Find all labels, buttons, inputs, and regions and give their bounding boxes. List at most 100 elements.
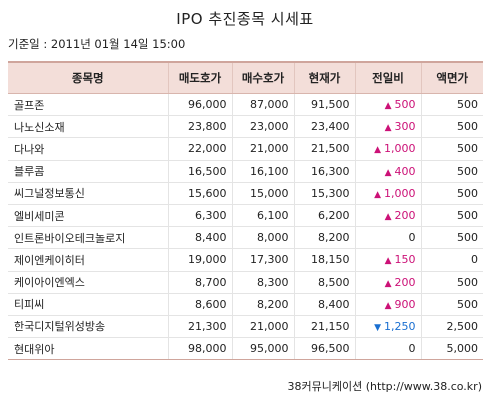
change-cell: ▼ 1,250 <box>354 315 421 339</box>
up-arrow-icon: ▲ <box>384 300 392 311</box>
ask-price-cell-text: 21,300 <box>188 319 227 333</box>
bid-price-cell: 21,000 <box>231 315 294 339</box>
up-arrow-icon: ▲ <box>374 145 381 156</box>
stock-name-cell: 제이엔케이히터 <box>8 248 168 272</box>
par-value-cell: 0 <box>420 248 483 272</box>
ask-price-cell-text: 16,500 <box>188 164 227 178</box>
par-value-cell: 500 <box>420 293 483 316</box>
current-price-cell-text: 91,500 <box>311 98 350 112</box>
ask-price-cell: 96,000 <box>167 93 232 117</box>
ask-price-cell: 6,300 <box>167 204 232 228</box>
table-row: 엘비세미콘 6,300 6,100 6,200 ▲ 200 500 <box>8 204 483 228</box>
par-value-cell: 500 <box>420 137 483 161</box>
stock-name-cell: 블루콤 <box>8 160 168 183</box>
ask-price-cell-text: 19,000 <box>188 253 227 267</box>
stock-name-cell: 씨그널정보통신 <box>8 182 168 205</box>
column-header-change: 전일비 <box>354 61 421 94</box>
reference-date: 기준일 : 2011년 01월 14일 15:00 <box>8 37 186 51</box>
stock-name-cell: 한국디지털위성방송 <box>8 315 168 339</box>
current-price-cell: 96,500 <box>293 337 355 361</box>
ask-price-cell-text: 8,700 <box>195 275 227 289</box>
par-value-cell: 500 <box>420 160 483 183</box>
table-row: 케이아이엔엑스 8,700 8,300 8,500 ▲ 200 500 <box>8 271 483 294</box>
stock-name-cell: 엘비세미콘 <box>8 204 168 228</box>
stock-name-cell-text: 나노신소재 <box>14 120 65 134</box>
stock-name-cell: 티피씨 <box>8 293 168 316</box>
stock-name-cell: 다나와 <box>8 137 168 161</box>
change-cell: ▲ 150 <box>354 248 421 272</box>
current-price-cell: 15,300 <box>293 182 355 205</box>
stock-name-cell-text: 골프존 <box>14 98 45 112</box>
change-value: 1,250 <box>384 319 416 333</box>
change-value: 300 <box>394 120 416 134</box>
up-arrow-icon: ▲ <box>384 167 392 178</box>
column-header-bid: 매수호가 <box>231 61 294 94</box>
ask-price-cell: 21,300 <box>167 315 232 339</box>
ask-price-cell: 22,000 <box>167 137 232 161</box>
table-row: 다나와 22,000 21,000 21,500 ▲ 1,000 500 <box>8 137 483 161</box>
stock-name-cell: 나노신소재 <box>8 115 168 139</box>
current-price-cell: 23,400 <box>293 115 355 139</box>
stock-name-cell: 현대위아 <box>8 337 168 361</box>
par-value-cell-text: 500 <box>457 186 478 200</box>
change-value: 500 <box>394 98 416 112</box>
column-header-price: 현재가 <box>293 61 355 94</box>
change-cell: ▲ 200 <box>354 204 421 228</box>
table-row: 한국디지털위성방송 21,300 21,000 21,150 ▼ 1,250 2,500 <box>8 315 483 339</box>
ask-price-cell-text: 22,000 <box>188 142 227 156</box>
stock-name-cell-text: 인트론바이오테크놀로지 <box>14 231 126 245</box>
table-header-row: 종목명 매도호가 매수호가 현재가 전일비 액면가 <box>8 61 483 94</box>
par-value-cell-text: 500 <box>457 142 478 156</box>
current-price-cell-text: 16,300 <box>311 164 350 178</box>
par-value-cell: 2,500 <box>420 315 483 339</box>
stock-name-cell-text: 제이엔케이히터 <box>14 253 85 267</box>
bid-price-cell-text: 8,300 <box>257 275 289 289</box>
bid-price-cell-text: 15,000 <box>250 186 289 200</box>
current-price-cell: 8,400 <box>293 293 355 316</box>
bid-price-cell-text: 21,000 <box>250 142 289 156</box>
par-value-cell: 500 <box>420 93 483 117</box>
table-row: 블루콤 16,500 16,100 16,300 ▲ 400 500 <box>8 160 483 183</box>
ask-price-cell: 98,000 <box>167 337 232 361</box>
change-value: 200 <box>394 209 416 223</box>
current-price-cell: 8,200 <box>293 226 355 250</box>
current-price-cell-text: 18,150 <box>311 253 350 267</box>
par-value-cell-text: 500 <box>457 120 478 134</box>
change-value: 1,000 <box>384 186 416 200</box>
bid-price-cell: 16,100 <box>231 160 294 183</box>
ask-price-cell: 16,500 <box>167 160 232 183</box>
up-arrow-icon: ▲ <box>384 278 392 289</box>
column-header-ask: 매도호가 <box>167 61 232 94</box>
change-value: 0 <box>408 231 416 245</box>
current-price-cell: 8,500 <box>293 271 355 294</box>
table-row: 나노신소재 23,800 23,000 23,400 ▲ 300 500 <box>8 115 483 139</box>
current-price-cell-text: 96,500 <box>311 342 350 356</box>
ask-price-cell: 8,400 <box>167 226 232 250</box>
bid-price-cell: 8,200 <box>231 293 294 316</box>
change-cell: ▲ 1,000 <box>354 137 421 161</box>
par-value-cell: 5,000 <box>420 337 483 361</box>
par-value-cell-text: 0 <box>471 253 478 267</box>
bid-price-cell-text: 87,000 <box>250 98 289 112</box>
bid-price-cell-text: 8,000 <box>257 231 289 245</box>
change-cell: ▲ 900 <box>354 293 421 316</box>
change-cell: ▲ 1,000 <box>354 182 421 205</box>
bid-price-cell: 23,000 <box>231 115 294 139</box>
bid-price-cell-text: 16,100 <box>250 164 289 178</box>
change-cell: ▲ 500 <box>354 93 421 117</box>
up-arrow-icon: ▲ <box>384 212 392 223</box>
stock-name-cell-text: 다나와 <box>14 142 45 156</box>
ask-price-cell: 23,800 <box>167 115 232 139</box>
change-cell: 0 <box>354 337 421 361</box>
change-cell: ▲ 400 <box>354 160 421 183</box>
par-value-cell: 500 <box>420 271 483 294</box>
table-row: 티피씨 8,600 8,200 8,400 ▲ 900 500 <box>8 293 483 316</box>
down-arrow-icon: ▼ <box>374 322 381 333</box>
current-price-cell-text: 8,400 <box>318 297 350 311</box>
par-value-cell-text: 500 <box>457 275 478 289</box>
current-price-cell: 21,500 <box>293 137 355 161</box>
stock-name-cell: 케이아이엔엑스 <box>8 271 168 294</box>
stock-name-cell-text: 씨그널정보통신 <box>14 187 85 201</box>
bid-price-cell: 8,000 <box>231 226 294 250</box>
stock-name-cell-text: 케이아이엔엑스 <box>14 276 85 290</box>
